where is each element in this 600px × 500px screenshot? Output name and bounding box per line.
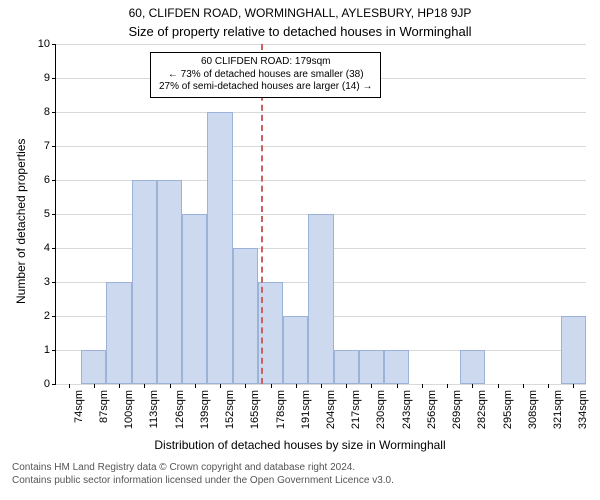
gridline [56, 146, 586, 147]
xtick-label: 126sqm [174, 390, 186, 429]
chart-container: 60, CLIFDEN ROAD, WORMINGHALL, AYLESBURY… [0, 0, 600, 500]
histogram-bar [207, 112, 232, 384]
ytick-mark [52, 180, 56, 181]
histogram-bar [460, 350, 485, 384]
chart-supertitle: 60, CLIFDEN ROAD, WORMINGHALL, AYLESBURY… [0, 6, 600, 20]
xtick-mark [170, 384, 171, 388]
xtick-mark [296, 384, 297, 388]
ytick-mark [52, 44, 56, 45]
ytick-mark [52, 78, 56, 79]
xtick-mark [573, 384, 574, 388]
gridline [56, 44, 586, 45]
ytick-mark [52, 282, 56, 283]
ytick-label: 9 [44, 72, 50, 84]
xtick-label: 100sqm [123, 390, 135, 429]
histogram-bar [182, 214, 207, 384]
xtick-label: 282sqm [476, 390, 488, 429]
xtick-label: 87sqm [98, 390, 110, 423]
xtick-label: 243sqm [401, 390, 413, 429]
xtick-mark [447, 384, 448, 388]
annotation-line-3: 27% of semi-detached houses are larger (… [159, 81, 372, 94]
histogram-bar [132, 180, 157, 384]
ytick-mark [52, 214, 56, 215]
histogram-bar [334, 350, 359, 384]
xtick-label: 295sqm [502, 390, 514, 429]
xtick-mark [397, 384, 398, 388]
footer-line-1: Contains HM Land Registry data © Crown c… [12, 462, 394, 475]
plot-area: 01234567891074sqm87sqm100sqm113sqm126sqm… [55, 44, 586, 385]
xtick-label: 152sqm [224, 390, 236, 429]
annotation-line-2: ← 73% of detached houses are smaller (38… [159, 69, 372, 82]
chart-title: Size of property relative to detached ho… [0, 24, 600, 39]
xtick-mark [69, 384, 70, 388]
ytick-label: 3 [44, 276, 50, 288]
ytick-mark [52, 316, 56, 317]
xtick-mark [498, 384, 499, 388]
ytick-label: 10 [38, 38, 50, 50]
ytick-label: 6 [44, 174, 50, 186]
xtick-mark [220, 384, 221, 388]
ytick-label: 1 [44, 344, 50, 356]
histogram-bar [81, 350, 106, 384]
ytick-label: 7 [44, 140, 50, 152]
xtick-label: 139sqm [199, 390, 211, 429]
xtick-mark [321, 384, 322, 388]
ytick-mark [52, 248, 56, 249]
histogram-bar [106, 282, 131, 384]
xtick-mark [94, 384, 95, 388]
xtick-mark [119, 384, 120, 388]
xtick-label: 334sqm [577, 390, 589, 429]
footer-line-2: Contains public sector information licen… [12, 475, 394, 488]
xtick-mark [472, 384, 473, 388]
xtick-label: 113sqm [148, 390, 160, 428]
xtick-label: 217sqm [350, 390, 362, 429]
xtick-label: 191sqm [300, 390, 312, 429]
ytick-label: 5 [44, 208, 50, 220]
annotation-line-1: 60 CLIFDEN ROAD: 179sqm [159, 56, 372, 69]
xtick-mark [346, 384, 347, 388]
xtick-mark [548, 384, 549, 388]
histogram-bar [157, 180, 182, 384]
ytick-label: 8 [44, 106, 50, 118]
xtick-label: 74sqm [73, 390, 85, 423]
histogram-bar [561, 316, 586, 384]
gridline [56, 112, 586, 113]
xtick-mark [371, 384, 372, 388]
histogram-bar [283, 316, 308, 384]
x-axis-label: Distribution of detached houses by size … [0, 438, 600, 452]
ytick-label: 0 [44, 378, 50, 390]
xtick-mark [422, 384, 423, 388]
histogram-bar [359, 350, 384, 384]
ytick-mark [52, 384, 56, 385]
xtick-mark [195, 384, 196, 388]
xtick-label: 204sqm [325, 390, 337, 429]
xtick-label: 256sqm [426, 390, 438, 429]
ytick-label: 2 [44, 310, 50, 322]
ytick-mark [52, 112, 56, 113]
xtick-label: 321sqm [552, 390, 564, 429]
ytick-mark [52, 350, 56, 351]
histogram-bar [233, 248, 258, 384]
annotation-box: 60 CLIFDEN ROAD: 179sqm ← 73% of detache… [150, 52, 381, 98]
xtick-mark [523, 384, 524, 388]
ytick-mark [52, 146, 56, 147]
xtick-mark [144, 384, 145, 388]
xtick-label: 165sqm [249, 390, 261, 429]
xtick-mark [271, 384, 272, 388]
ytick-label: 4 [44, 242, 50, 254]
footer-text: Contains HM Land Registry data © Crown c… [12, 462, 394, 487]
histogram-bar [384, 350, 409, 384]
xtick-label: 230sqm [375, 390, 387, 429]
xtick-label: 178sqm [275, 390, 287, 429]
y-axis-label: Number of detached properties [14, 139, 28, 304]
histogram-bar [308, 214, 333, 384]
xtick-label: 269sqm [451, 390, 463, 429]
xtick-mark [245, 384, 246, 388]
xtick-label: 308sqm [527, 390, 539, 429]
